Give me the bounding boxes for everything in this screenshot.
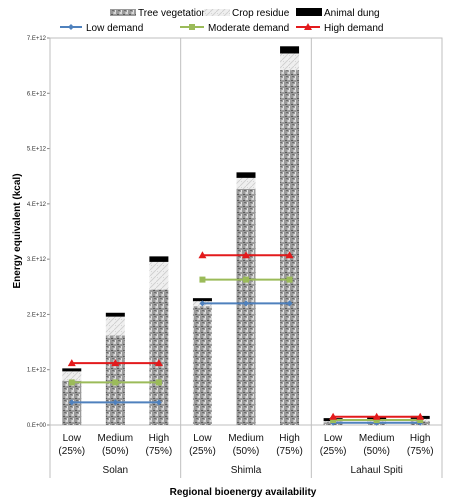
x-axis: Low (25%) Medium (50%) High (75%) Solan Low (25%… [58,433,433,476]
legend: Tree vegetation Crop residue Animal dung… [60,8,383,34]
x-category-sublabel: (25%) [320,446,347,457]
demand-marker-high-demand [198,251,207,259]
bar-segment-crop-residue [280,53,300,71]
legend-item-high-demand: High demand [296,23,383,34]
y-tick-label: 0.E+00 [27,423,47,429]
legend-label-tree-vegetation: Tree vegetation [138,8,207,19]
demand-marker-low-demand [286,300,293,307]
demand-marker-high-demand [111,359,120,367]
x-group-label: Lahaul Spiti [351,465,403,476]
bar-segment-animal-dung [280,46,300,54]
demand-marker-moderate-demand [155,379,162,386]
x-category-sublabel: (75%) [276,446,303,457]
demand-marker-high-demand [285,251,294,259]
bar-segment-animal-dung [192,298,212,302]
x-category-sublabel: (75%) [407,446,434,457]
demand-marker-low-demand [199,300,206,307]
demand-marker-low-demand [68,399,75,406]
demand-marker-high-demand [329,412,338,420]
legend-item-tree-vegetation: Tree vegetation [110,8,207,19]
y-axis-label: Energy equivalent (kcal) [12,173,23,288]
legend-item-animal-dung: Animal dung [296,8,380,19]
x-group-label: Shimla [231,465,262,476]
demand-marker-high-demand [154,359,163,367]
legend-label-low-demand: Low demand [86,23,143,34]
legend-swatch-crop-residue [204,9,230,16]
bar-segment-crop-residue [62,371,82,381]
legend-label-moderate-demand: Moderate demand [208,23,289,34]
y-tick-label: 3.E+12 [27,257,47,263]
legend-marker-low-demand [68,24,74,30]
x-category-label: Low [324,433,343,444]
y-tick-label: 5.E+12 [27,147,47,153]
legend-item-moderate-demand: Moderate demand [180,23,289,34]
x-category-label: Low [193,433,212,444]
demand-marker-low-demand [112,399,119,406]
x-group-label: Solan [103,465,129,476]
legend-marker-high-demand [304,23,312,30]
demand-marker-high-demand [242,251,250,259]
legend-marker-moderate-demand [189,24,195,30]
x-category-label: Medium [98,433,134,444]
x-category-sublabel: (50%) [102,446,129,457]
y-axis: 0.E+00 1.E+12 2.E+12 3.E+12 4.E+12 5.E+12 6.E+… [27,36,50,429]
x-category-sublabel: (50%) [233,446,260,457]
x-category-label: High [279,433,300,444]
legend-swatch-animal-dung [296,8,322,16]
demand-marker-moderate-demand [286,276,293,283]
demand-lines [67,251,425,426]
demand-marker-moderate-demand [373,417,380,424]
demand-marker-moderate-demand [68,379,75,386]
y-tick-label: 4.E+12 [27,202,47,208]
x-category-label: Medium [228,433,264,444]
bar-segment-crop-residue [149,261,169,290]
legend-label-crop-residue: Crop residue [232,8,290,19]
demand-marker-high-demand [372,412,381,420]
bar-segment-tree-vegetation [236,188,256,425]
y-tick-label: 6.E+12 [27,91,47,97]
bar-segment-animal-dung [149,256,169,262]
demand-marker-high-demand [67,359,76,367]
demand-marker-moderate-demand [112,379,119,386]
x-category-label: High [410,433,431,444]
x-category-sublabel: (75%) [146,446,173,457]
legend-item-crop-residue: Crop residue [204,8,290,19]
bar-segment-crop-residue [105,316,125,336]
legend-swatch-tree-vegetation [110,9,136,16]
bar-segment-animal-dung [62,368,82,372]
x-axis-label: Regional bioenergy availability [170,487,317,498]
demand-marker-low-demand [243,300,249,307]
x-category-label: High [149,433,170,444]
x-category-label: Medium [359,433,395,444]
y-tick-label: 7.E+12 [27,36,47,42]
demand-marker-moderate-demand [417,417,424,424]
bar-segment-animal-dung [105,312,125,317]
legend-label-animal-dung: Animal dung [324,8,380,19]
bar-segment-crop-residue [236,177,256,189]
bars [62,46,430,426]
legend-item-low-demand: Low demand [60,23,143,34]
x-category-sublabel: (25%) [58,446,85,457]
x-category-sublabel: (50%) [363,446,390,457]
demand-marker-moderate-demand [199,276,206,283]
demand-marker-moderate-demand [330,417,337,424]
legend-label-high-demand: High demand [324,23,383,34]
bar-segment-tree-vegetation [192,306,212,425]
bar-segment-tree-vegetation [280,70,300,426]
demand-marker-moderate-demand [243,276,249,283]
x-category-label: Low [63,433,82,444]
bar-segment-tree-vegetation [149,289,169,425]
demand-marker-low-demand [155,399,162,406]
y-tick-label: 1.E+12 [27,368,47,374]
y-tick-label: 2.E+12 [27,312,47,318]
x-category-sublabel: (25%) [189,446,216,457]
demand-marker-high-demand [416,412,425,420]
bar-segment-animal-dung [236,172,256,178]
